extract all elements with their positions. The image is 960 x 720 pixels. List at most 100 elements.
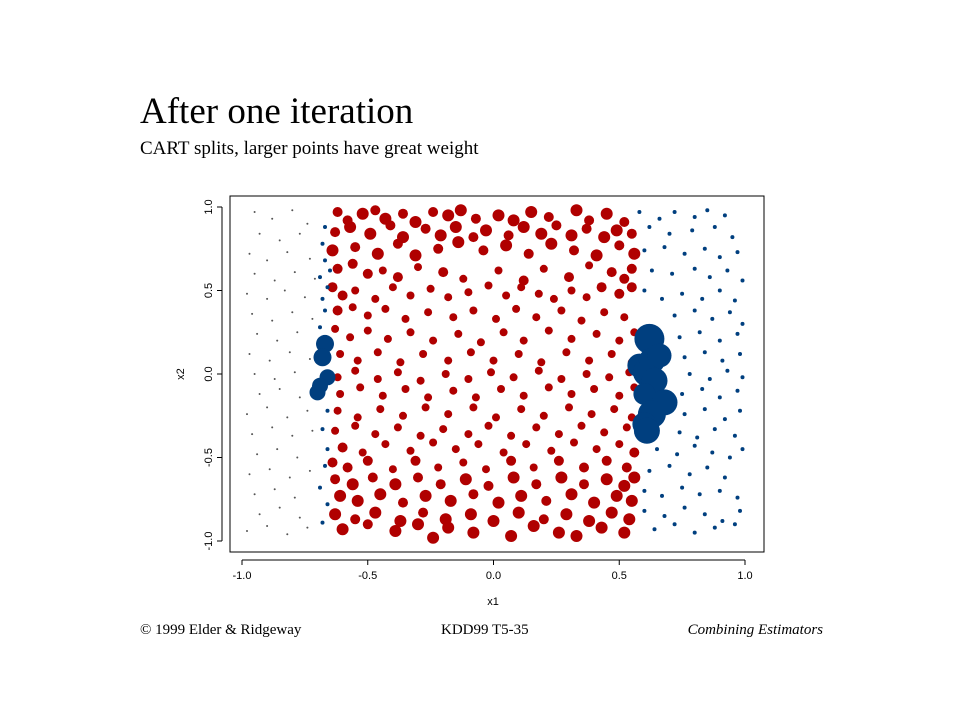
data-point [427,531,440,544]
data-point [325,447,330,452]
data-point [470,213,481,224]
data-point [623,513,636,526]
data-point [532,423,541,432]
data-point [610,405,619,414]
data-point [434,229,447,242]
x-tick-label: -0.5 [358,570,377,582]
data-point [642,508,647,513]
data-point [273,279,276,282]
data-point [418,507,429,518]
data-point [642,248,647,253]
data-point [467,526,480,539]
data-point [451,445,460,454]
data-point [502,291,511,300]
data-point [428,207,439,217]
data-point [373,348,382,357]
data-point [525,206,538,218]
data-point [276,339,279,342]
data-point [633,383,656,405]
data-point [362,268,373,279]
data-point [567,334,576,343]
data-point [647,225,652,229]
data-point [740,447,745,452]
data-point [286,416,289,419]
data-point [626,282,637,293]
data-point [717,395,722,400]
data-point [557,306,566,315]
data-point [331,426,340,435]
data-point [717,255,722,260]
data-point [682,412,687,417]
data-point [449,386,458,395]
data-point [565,229,578,242]
data-point [722,213,727,218]
data-point [522,440,531,449]
data-point [499,328,508,337]
data-point [667,231,672,236]
data-point [672,522,677,527]
x-axis-label: x1 [487,596,499,608]
data-point [707,275,712,280]
data-point [468,232,479,243]
data-point [692,530,697,535]
data-point [585,261,594,270]
data-point [507,214,520,227]
data-point [527,520,540,532]
data-point [482,465,490,474]
data-point [740,321,745,326]
data-point [434,463,443,472]
data-point [492,496,505,509]
data-point [336,350,345,358]
data-point [570,438,578,447]
data-point [692,215,697,219]
data-point [325,408,330,413]
data-point [487,368,495,377]
data-point [308,257,311,260]
data-point [435,479,446,490]
data-point [454,204,467,217]
data-point [424,393,433,402]
data-point [620,313,629,322]
data-point [396,358,405,367]
data-point [605,373,614,382]
y-tick-label: 1.0 [203,199,215,214]
data-point [725,268,730,273]
data-point [499,448,508,457]
data-point [484,281,493,290]
data-point [667,463,672,468]
data-point [523,248,534,259]
data-point [268,359,271,362]
data-point [619,273,630,284]
data-point [687,472,692,477]
data-point [517,405,526,414]
data-point [323,308,327,313]
data-point [449,313,458,322]
data-point [700,387,705,391]
data-point [444,293,453,302]
data-point [374,488,387,501]
data-point [680,291,685,296]
data-point [712,225,717,229]
x-tick-label: -1.0 [233,570,252,582]
data-point [722,475,727,480]
data-point [406,328,415,337]
data-point [320,427,325,432]
data-point [369,506,382,519]
data-point [286,533,289,536]
data-point [347,258,358,269]
data-point [680,485,685,490]
data-point [476,338,485,347]
data-point [394,515,407,527]
data-point [401,385,410,393]
data-point [442,209,455,222]
data-point [398,208,408,219]
data-point [487,515,500,527]
data-point [309,384,326,401]
data-point [350,242,361,253]
data-point [672,313,677,318]
data-point [672,210,677,214]
data-point [509,373,518,382]
data-point [552,526,565,539]
data-point [413,472,423,483]
data-point [660,493,664,498]
